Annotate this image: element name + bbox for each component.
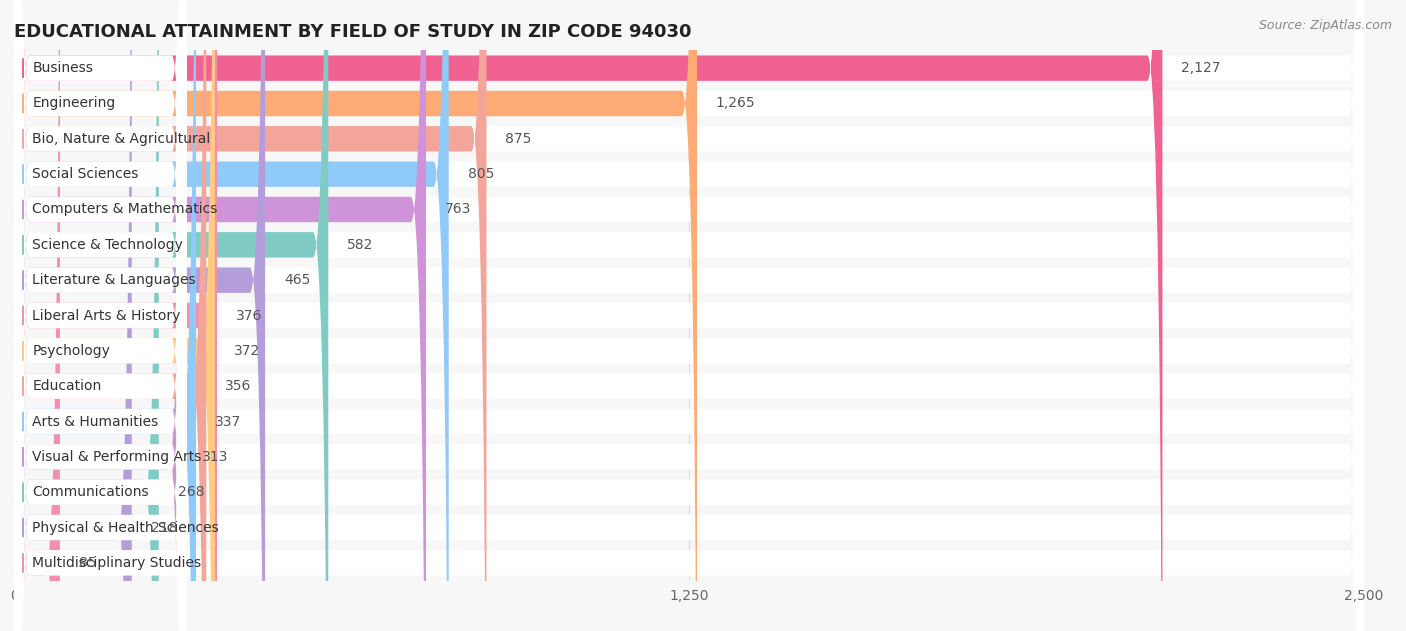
FancyBboxPatch shape [14,0,486,631]
FancyBboxPatch shape [14,0,426,631]
FancyBboxPatch shape [14,0,1364,631]
FancyBboxPatch shape [14,0,187,631]
Text: 2,127: 2,127 [1181,61,1220,75]
Text: 582: 582 [347,238,374,252]
Text: Arts & Humanities: Arts & Humanities [32,415,159,428]
FancyBboxPatch shape [14,0,187,631]
FancyBboxPatch shape [14,0,1364,631]
FancyBboxPatch shape [14,0,217,631]
FancyBboxPatch shape [14,0,187,631]
Text: 218: 218 [150,521,177,534]
Text: Science & Technology: Science & Technology [32,238,183,252]
FancyBboxPatch shape [14,0,1364,631]
FancyBboxPatch shape [14,0,215,631]
FancyBboxPatch shape [14,0,187,631]
Text: Literature & Languages: Literature & Languages [32,273,195,287]
Text: Physical & Health Sciences: Physical & Health Sciences [32,521,219,534]
Text: Computers & Mathematics: Computers & Mathematics [32,203,218,216]
FancyBboxPatch shape [14,0,60,631]
FancyBboxPatch shape [14,0,187,631]
FancyBboxPatch shape [14,0,187,631]
FancyBboxPatch shape [14,0,1163,631]
Text: Bio, Nature & Agricultural: Bio, Nature & Agricultural [32,132,211,146]
Text: Communications: Communications [32,485,149,499]
Text: Business: Business [32,61,93,75]
FancyBboxPatch shape [14,0,195,631]
Text: 356: 356 [225,379,252,393]
FancyBboxPatch shape [14,0,1364,631]
FancyBboxPatch shape [14,0,1364,631]
Text: Engineering: Engineering [32,97,115,110]
Text: 268: 268 [177,485,204,499]
FancyBboxPatch shape [14,0,697,631]
Text: 85: 85 [79,556,97,570]
Text: 465: 465 [284,273,311,287]
Text: Social Sciences: Social Sciences [32,167,139,181]
Text: Multidisciplinary Studies: Multidisciplinary Studies [32,556,201,570]
Text: 805: 805 [468,167,494,181]
FancyBboxPatch shape [14,0,1364,631]
Text: Liberal Arts & History: Liberal Arts & History [32,309,180,322]
Text: EDUCATIONAL ATTAINMENT BY FIELD OF STUDY IN ZIP CODE 94030: EDUCATIONAL ATTAINMENT BY FIELD OF STUDY… [14,23,692,40]
FancyBboxPatch shape [14,0,187,631]
FancyBboxPatch shape [14,0,266,631]
Text: 763: 763 [444,203,471,216]
FancyBboxPatch shape [14,0,1364,631]
FancyBboxPatch shape [14,0,1364,631]
FancyBboxPatch shape [14,0,183,631]
FancyBboxPatch shape [14,0,187,631]
FancyBboxPatch shape [14,0,1364,631]
FancyBboxPatch shape [14,0,1364,631]
FancyBboxPatch shape [14,0,1364,631]
Text: 376: 376 [236,309,263,322]
Text: 372: 372 [233,344,260,358]
FancyBboxPatch shape [14,0,207,631]
FancyBboxPatch shape [14,0,328,631]
FancyBboxPatch shape [14,0,187,631]
Text: 337: 337 [215,415,242,428]
Text: 875: 875 [505,132,531,146]
FancyBboxPatch shape [14,0,187,631]
Text: Psychology: Psychology [32,344,110,358]
Text: 313: 313 [202,450,228,464]
FancyBboxPatch shape [14,0,1364,631]
FancyBboxPatch shape [14,0,159,631]
Text: 1,265: 1,265 [716,97,755,110]
FancyBboxPatch shape [14,0,1364,631]
FancyBboxPatch shape [14,0,187,631]
Text: Visual & Performing Arts: Visual & Performing Arts [32,450,201,464]
FancyBboxPatch shape [14,0,1364,631]
FancyBboxPatch shape [14,0,187,631]
Text: Source: ZipAtlas.com: Source: ZipAtlas.com [1258,19,1392,32]
FancyBboxPatch shape [14,0,132,631]
FancyBboxPatch shape [14,0,187,631]
FancyBboxPatch shape [14,0,449,631]
FancyBboxPatch shape [14,0,1364,631]
FancyBboxPatch shape [14,0,187,631]
FancyBboxPatch shape [14,0,187,631]
Text: Education: Education [32,379,101,393]
